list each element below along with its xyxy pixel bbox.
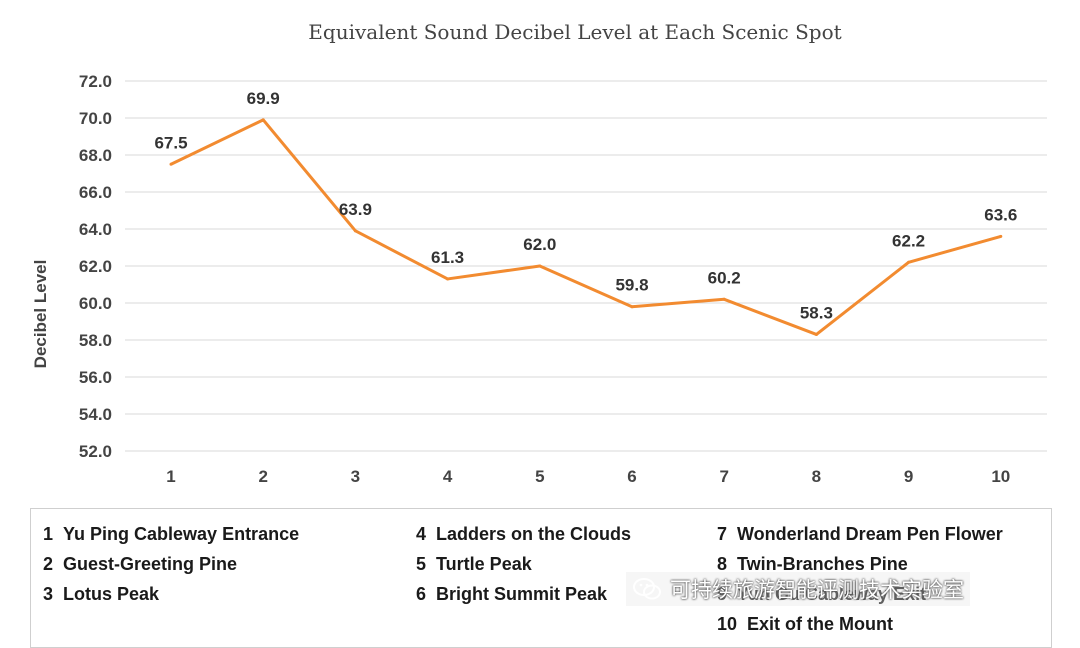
y-tick-label: 54.0 [79,405,112,424]
x-tick-label: 1 [166,467,175,486]
legend-item: 1 Yu Ping Cableway Entrance [43,524,300,544]
y-axis-ticks: 52.0 54.0 56.0 58.0 60.0 62.0 64.0 66.0 68.0 70.0… [79,72,112,461]
data-label: 61.3 [431,248,464,267]
legend-item: 8 Twin-Branches Pine [717,554,908,574]
x-tick-label: 5 [535,467,544,486]
data-label: 60.2 [708,268,741,287]
x-tick-label: 6 [627,467,636,486]
x-tick-label: 3 [351,467,360,486]
legend-column-2: 4 Ladders on the Clouds 5 Turtle Peak 6 Bri… [416,523,631,613]
x-axis-ticks: 1 2 3 4 5 6 7 8 9 10 [166,467,1010,486]
data-label: 62.0 [523,235,556,254]
y-tick-label: 66.0 [79,183,112,202]
data-point [814,332,818,336]
legend-column-3: 7 Wonderland Dream Pen Flower 8 Twin-Branc… [717,523,1003,643]
y-tick-label: 68.0 [79,146,112,165]
data-labels: 67.5 69.9 63.9 61.3 62.0 59.8 60.2 58.3 62.2 63.6 [154,89,1017,323]
x-tick-label: 10 [991,467,1010,486]
data-point [999,234,1003,238]
legend-item: 10 Exit of the Mount [717,614,894,634]
x-tick-label: 9 [904,467,913,486]
watermark-text: 可持续旅游智能评测技术实验室 [670,578,964,602]
legend-item: 5 Turtle Peak [416,554,532,574]
legend-item: 9 Yun Gu Cableway Exit [717,584,927,604]
data-label: 58.3 [800,303,833,322]
y-tick-label: 64.0 [79,220,112,239]
data-label: 63.9 [339,200,372,219]
gridlines [125,80,1047,452]
y-tick-label: 62.0 [79,257,112,276]
y-tick-label: 72.0 [79,72,112,91]
data-label: 67.5 [154,133,187,152]
x-tick-label: 8 [812,467,821,486]
y-tick-label: 58.0 [79,331,112,350]
data-label: 62.2 [892,231,925,250]
data-label: 59.8 [615,276,648,295]
data-point [169,162,173,166]
data-point [630,305,634,309]
wechat-icon [633,578,661,600]
legend-item: 3 Lotus Peak [43,584,160,604]
y-tick-label: 60.0 [79,294,112,313]
data-points [169,118,1003,336]
line-chart: Equivalent Sound Decibel Level at Each S… [31,20,1047,486]
series-line [170,118,1002,336]
watermark: 可持续旅游智能评测技术实验室 [626,572,970,606]
x-tick-label: 4 [443,467,453,486]
x-tick-label: 7 [719,467,728,486]
x-tick-label: 2 [258,467,267,486]
data-label: 69.9 [247,89,280,108]
data-point [538,264,542,268]
legend-column-1: 1 Yu Ping Cableway Entrance 2 Guest-Greeti… [43,523,299,613]
data-point [722,297,726,301]
y-tick-label: 70.0 [79,109,112,128]
legend-item: 7 Wonderland Dream Pen Flower [717,524,1003,544]
data-point [446,277,450,281]
chart-title: Equivalent Sound Decibel Level at Each S… [308,20,841,44]
data-point [907,260,911,264]
data-label: 63.6 [984,205,1017,224]
legend-item: 4 Ladders on the Clouds [416,524,632,544]
legend-item: 2 Guest-Greeting Pine [43,554,238,574]
legend-item: 6 Bright Summit Peak [416,584,608,604]
y-tick-label: 56.0 [79,368,112,387]
y-axis-label: Decibel Level [31,260,50,369]
y-tick-label: 52.0 [79,442,112,461]
data-point [353,229,357,233]
data-point [261,118,265,122]
